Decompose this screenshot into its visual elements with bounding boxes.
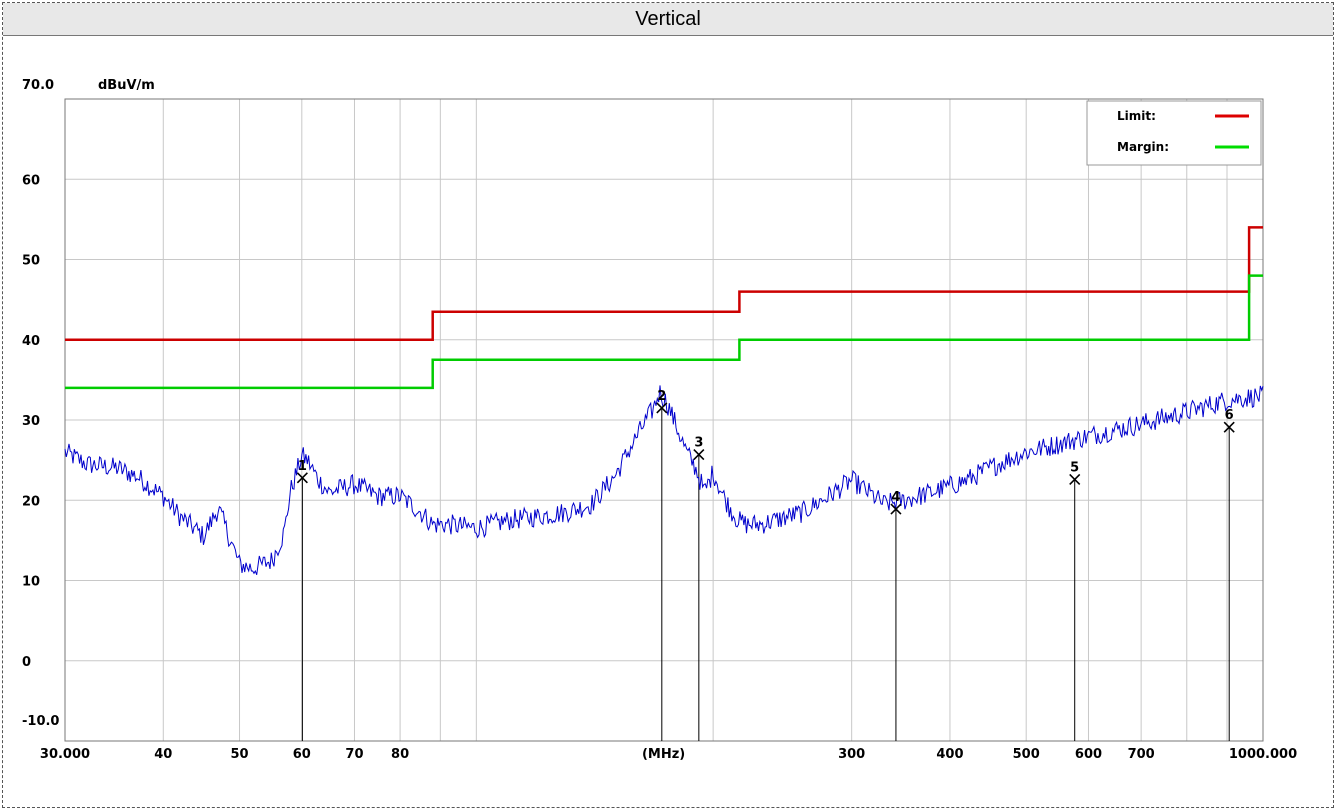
x-tick-label: 400: [936, 747, 963, 762]
marker-3-cross-b: [693, 448, 705, 461]
y-tick-label: 30: [22, 414, 40, 429]
marker-4-cross-b: [890, 503, 902, 515]
y-tick-label: -10.0: [22, 714, 59, 729]
chart-title: Vertical: [3, 3, 1333, 36]
y-tick-label: 10: [22, 575, 40, 590]
legend-box: [1086, 100, 1262, 166]
y-tick-label: 0: [22, 655, 31, 670]
legend-label-1: Margin:: [1117, 140, 1169, 154]
marker-5-cross-b: [1069, 473, 1081, 485]
markers: 1 2 3 4 5 6: [296, 389, 1235, 515]
marker-6: 6: [1223, 408, 1235, 433]
x-tick-label: 60: [293, 747, 311, 762]
x-tick-label: 600: [1075, 747, 1102, 762]
x-tick-label: 500: [1013, 747, 1040, 762]
marker-6-cross-b: [1223, 421, 1235, 433]
legend: Limit: Margin:: [1086, 100, 1262, 166]
y-tick-label: 60: [22, 173, 40, 188]
series-margin-line: [65, 274, 1263, 390]
marker-1-label: 1: [298, 459, 307, 474]
x-axis-ticks: 30.000 40 50 60 70 80 300 400 500 600 700 1000.000 (…: [40, 747, 1297, 762]
marker-2-label: 2: [657, 389, 666, 404]
marker-5: 5: [1069, 460, 1081, 485]
x-tick-label: 700: [1128, 747, 1155, 762]
x-tick-label: 1000.000: [1229, 747, 1297, 762]
series-measurement-line: [64, 385, 1264, 575]
marker-1-cross-b: [296, 472, 308, 484]
x-tick-label: 80: [391, 747, 409, 762]
x-axis-unit-label: (MHz): [642, 747, 685, 762]
marker-3: 3: [693, 436, 705, 461]
y-axis-ticks: 70.0 60 50 40 30 20 10 0 -10.0: [22, 78, 59, 729]
x-tick-label: 40: [154, 747, 172, 762]
marker-6-label: 6: [1225, 408, 1234, 423]
marker-3-label: 3: [694, 436, 703, 451]
x-tick-label: 70: [345, 747, 363, 762]
series-limit-line: [65, 226, 1263, 342]
x-tick-label: 50: [230, 747, 248, 762]
x-tick-label: 30.000: [40, 747, 90, 762]
marker-2-cross-b: [656, 402, 668, 414]
x-tick-label: 300: [838, 747, 865, 762]
plot-area: [64, 98, 1264, 742]
marker-2: 2: [656, 389, 668, 414]
y-tick-label: 20: [22, 494, 40, 509]
grid: [64, 98, 1264, 742]
y-tick-label: 50: [22, 254, 40, 269]
marker-lines: [301, 407, 1230, 741]
marker-5-label: 5: [1070, 460, 1079, 475]
marker-4: 4: [890, 490, 902, 515]
y-tick-label: 40: [22, 334, 40, 349]
legend-label-0: Limit:: [1117, 109, 1156, 123]
marker-1: 1: [296, 459, 308, 484]
y-axis-label: dBuV/m: [98, 78, 155, 93]
y-tick-label: 70.0: [22, 78, 54, 93]
marker-4-label: 4: [891, 490, 900, 505]
